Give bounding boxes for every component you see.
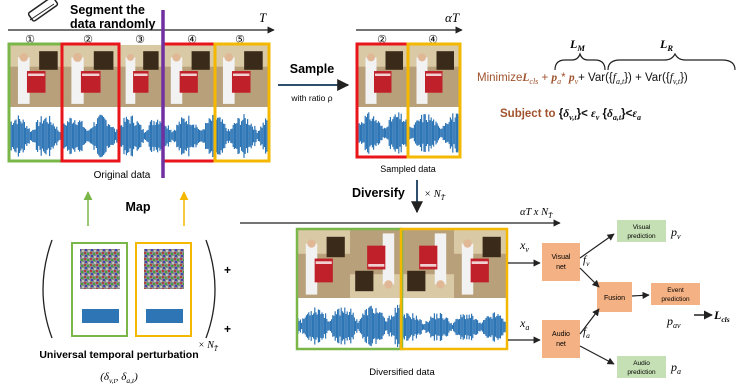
sampled-audio-waveform [357,112,460,154]
audio-to-prediction-arrow [579,345,615,365]
pa-label: pa [670,360,681,376]
constraint-expression: Subject to {δv,t}< εv {δa,t}<εa [500,108,641,122]
segment-label-line1: Segment the [70,3,145,17]
fusion-label: Fusion [604,295,625,302]
audio-to-fusion-arrow [579,308,600,335]
visual-prediction-node [617,220,666,242]
segment-scissors-icon [27,0,59,22]
diversified-box-orange [399,227,509,351]
plus-sign: + [224,263,231,277]
universal-perturbation-label: Universal temporal perturbation [39,349,198,361]
video-frame [409,45,459,107]
audio-net-label: Audio [552,331,570,338]
sample-ratio-label: with ratio ρ [290,93,332,103]
sampled-segment-number: ④ [428,34,438,46]
loss-LM-label: LM [569,37,585,53]
audio-net-label: net [556,341,566,348]
diversify-multiplier: × NT̂ [424,189,446,202]
brace-LM [554,52,606,71]
video-frame [10,45,63,107]
brace-LR [607,52,736,71]
objective-expression: MinimizeLcls + pa* pv+ Var({fa,t}) + Var… [477,72,688,86]
segment-number: ② [83,34,93,46]
visual-to-prediction-arrow [579,233,615,259]
visual-prediction-label: Visual [633,224,651,231]
original-video-frames [10,45,268,107]
right-paren [205,239,216,339]
pav-label: pav [666,314,681,330]
audio-prediction-label: Audio [633,360,650,367]
pv-label: pv [670,225,681,241]
segment-number: ③ [135,34,145,46]
diversify-label: Diversify [352,186,405,200]
visual-prediction-label: prediction [627,233,656,240]
segment-box-2 [60,42,121,163]
segment-box-5 [213,42,271,163]
left-paren [42,239,53,339]
visual-net-label: Visual [552,254,571,261]
audio-noise-2 [146,309,183,323]
event-prediction-label: Event [667,287,684,294]
video-frame [163,45,215,107]
audio-prediction-node [617,356,666,378]
video-frame [350,230,402,298]
video-frame [298,230,350,298]
diversified-video-frames [298,230,506,298]
sampled-segment-number: ② [377,34,387,46]
time-label-alphaT-N: αT x NT̂ [520,207,553,220]
fusion-to-event-arrow [631,291,650,299]
visual-net-label: net [556,264,566,271]
objective: LM LR MinimizeLcls + pa* pv+ Var({fa,t})… [477,37,736,122]
diversified-data-label: Diversified data [369,367,435,378]
event-prediction-label: prediction [661,296,690,303]
time-label-T: T [259,10,267,25]
original-data-label: Original data [94,170,151,181]
fa-label: fa [583,326,590,340]
xa-label: xa [519,316,529,332]
video-frame [119,45,163,107]
segment-number: ⑤ [235,34,245,46]
original-audio-waveform [9,114,269,158]
visual-to-fusion-arrow [579,267,600,288]
plus-sign: + [224,322,231,336]
segment-numbers: ① ② ③ ④ ⑤ [25,34,245,46]
perturbation-multiplier: × NT̂ [198,340,219,353]
visual-noise-1 [80,249,120,289]
sampled-box-orange [406,42,462,159]
visual-net-node [542,243,580,281]
sampled-data-label: Sampled data [380,164,436,174]
segment-number: ④ [187,34,197,46]
audio-net-node [542,320,580,358]
audio-prediction-label: prediction [627,369,656,376]
time-label-alphaT: αT [445,10,460,25]
event-prediction-node [651,283,700,305]
audio-noise-1 [82,309,119,323]
fv-label: fv [583,254,590,268]
segment-number: ① [25,34,35,46]
perturbation-box-green [71,242,128,337]
sample-label: Sample [290,62,335,76]
loss-cls-label: Lcls [713,308,730,324]
visual-noise-2 [144,249,184,289]
video-frame [454,230,506,298]
diversified-audio-waveform [297,304,506,348]
segment-label-line2: data randomly [70,17,155,31]
video-frame [215,45,268,107]
perturbation-symbols: (δv,t, δa,t) [100,371,138,385]
sampled-video-frames [358,45,459,107]
video-frame [63,45,119,107]
fusion-node [597,282,632,312]
map-label: Map [126,200,151,214]
video-frame [402,230,454,298]
xv-label: xv [519,238,529,254]
loss-LR-label: LR [659,37,673,53]
perturbation-box-orange [135,242,192,337]
video-frame [358,45,408,107]
